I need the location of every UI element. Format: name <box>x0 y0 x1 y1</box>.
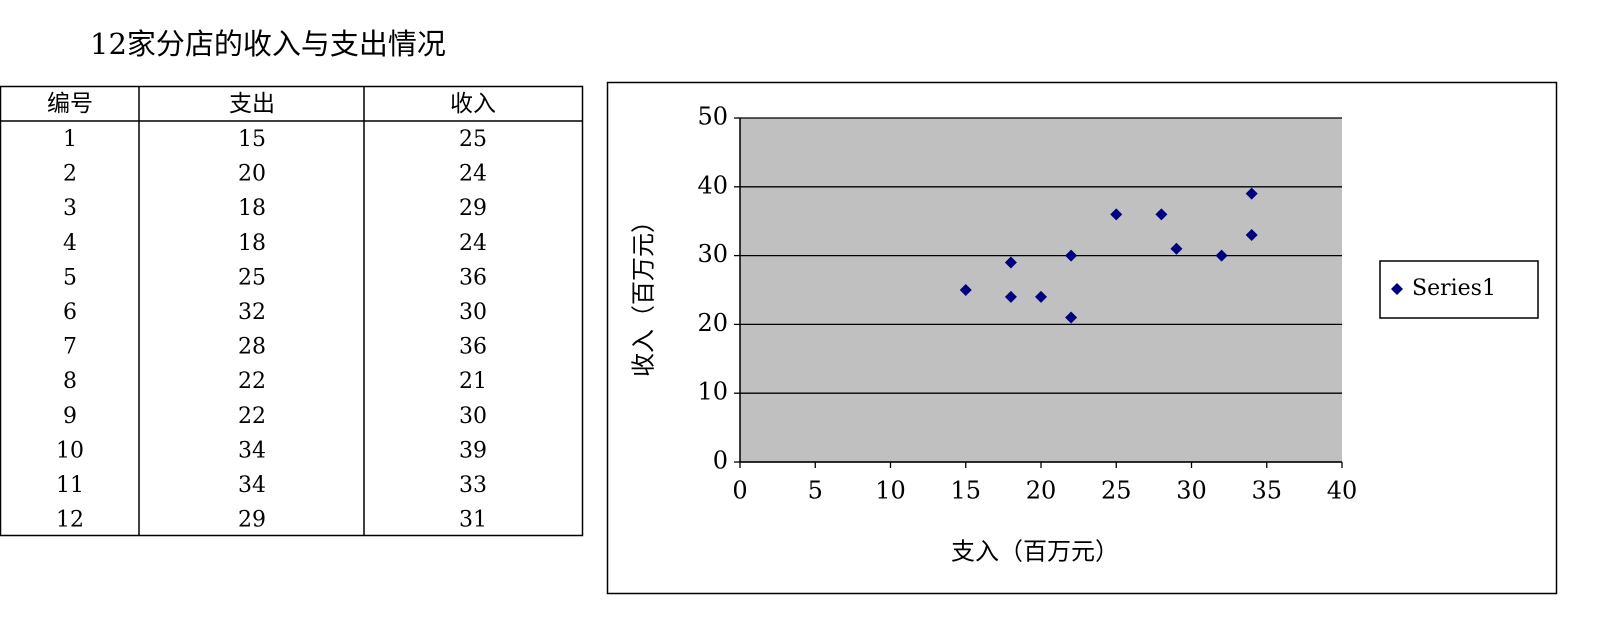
point <box>1245 228 1258 241</box>
point <box>1170 242 1183 255</box>
table-cell: 30 <box>459 404 487 429</box>
x-tick-label: 30 <box>1176 477 1207 505</box>
table-cell: 22 <box>238 369 266 394</box>
point <box>1215 249 1228 262</box>
table-cell: 34 <box>238 438 266 463</box>
table-cell: 3 <box>63 196 77 221</box>
table-cell: 33 <box>459 473 487 498</box>
point <box>1004 290 1017 303</box>
table-cell: 9 <box>63 404 77 429</box>
table-cell: 8 <box>63 369 77 394</box>
point <box>1004 256 1017 269</box>
x-tick-label: 0 <box>732 477 747 505</box>
table-cell: 5 <box>63 265 77 290</box>
table-cell: 24 <box>459 231 487 256</box>
legend-box <box>1379 260 1539 319</box>
table-cell: 36 <box>459 265 487 290</box>
table-cell: 36 <box>459 335 487 360</box>
table-header: 收入 <box>450 91 496 117</box>
table-cell: 2 <box>63 162 77 187</box>
table-cell: 21 <box>459 369 487 394</box>
table-cell: 18 <box>238 196 266 221</box>
y-tick-label: 10 <box>697 378 728 406</box>
x-tick-label: 20 <box>1026 477 1057 505</box>
table-cell: 30 <box>459 300 487 325</box>
y-axis-label: 收入（百万元） <box>630 209 658 377</box>
table-header: 编号 <box>47 91 93 117</box>
table-cell: 28 <box>238 335 266 360</box>
x-tick-label: 5 <box>808 477 823 505</box>
table-cell: 24 <box>459 162 487 187</box>
x-axis-label: 支入（百万元） <box>951 538 1119 566</box>
x-tick-label: 10 <box>875 477 906 505</box>
table-border <box>0 85 584 537</box>
table-cell: 1 <box>63 127 77 152</box>
table-cell: 15 <box>238 127 266 152</box>
table <box>0 85 584 537</box>
plot-area <box>740 118 1342 462</box>
table-cell: 22 <box>238 404 266 429</box>
y-tick-label: 30 <box>697 240 728 268</box>
x-tick-label: 25 <box>1101 477 1132 505</box>
table-cell: 20 <box>238 162 266 187</box>
legend-label: Series1 <box>1412 276 1496 301</box>
table-cell: 12 <box>56 508 84 533</box>
y-tick-label: 40 <box>697 171 728 199</box>
x-tick-label: 15 <box>950 477 981 505</box>
point <box>1065 249 1078 262</box>
table-cell: 32 <box>238 300 266 325</box>
y-tick-label: 50 <box>697 103 728 131</box>
point <box>1155 208 1168 221</box>
table-cell: 31 <box>459 508 487 533</box>
x-tick-label: 35 <box>1251 477 1282 505</box>
table-cell: 25 <box>238 265 266 290</box>
table-cell: 7 <box>63 335 77 360</box>
point <box>1245 187 1258 200</box>
table-cell: 29 <box>238 508 266 533</box>
legend-marker <box>1391 283 1403 295</box>
table-cell: 25 <box>459 127 487 152</box>
table-cell: 4 <box>63 231 77 256</box>
point <box>959 284 972 296</box>
point <box>1110 208 1123 221</box>
table-cell: 6 <box>63 300 77 325</box>
table-cell: 29 <box>459 196 487 221</box>
table-cell: 10 <box>56 438 84 463</box>
point <box>1035 290 1047 303</box>
page-title: 12家分店的收入与支出情况 <box>90 27 446 61</box>
x-tick-label: 40 <box>1327 477 1358 505</box>
point <box>1065 311 1078 324</box>
table-cell: 18 <box>238 231 266 256</box>
table-cell: 34 <box>238 473 266 498</box>
y-tick-label: 0 <box>713 447 728 475</box>
table-cell: 39 <box>459 438 487 463</box>
table-cell: 11 <box>56 473 84 498</box>
table-header: 支出 <box>229 91 275 117</box>
y-tick-label: 20 <box>697 309 728 337</box>
